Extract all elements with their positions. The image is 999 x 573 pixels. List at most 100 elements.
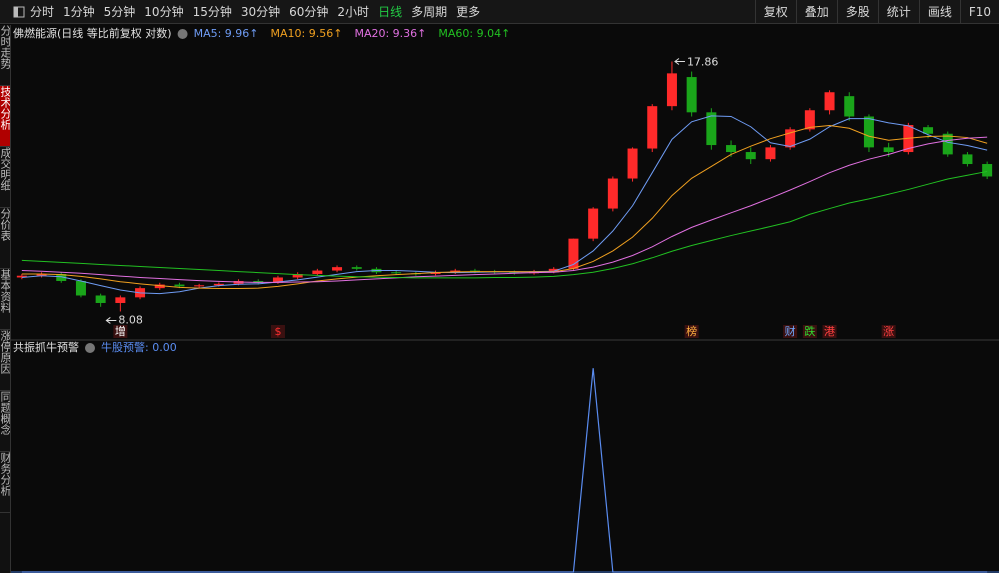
period-button[interactable]: 15分钟	[192, 5, 232, 19]
candle-body	[804, 110, 815, 130]
candle-body	[391, 272, 402, 274]
candle-body	[253, 280, 264, 283]
period-button[interactable]: 60分钟	[289, 5, 329, 19]
side-tab[interactable]: 分价表	[0, 208, 10, 269]
marker-bg	[881, 325, 896, 338]
candle-body	[351, 267, 362, 269]
candle-body	[745, 152, 756, 160]
candle-body	[863, 116, 874, 148]
tool-button[interactable]: 画线	[918, 0, 960, 23]
side-tab[interactable]: 涨停原因	[0, 330, 10, 391]
candle-body	[666, 73, 677, 107]
period-button[interactable]: 分时	[30, 5, 55, 19]
candle-body	[627, 148, 638, 179]
side-tab[interactable]: 技术分析	[0, 86, 10, 147]
candle-body	[962, 154, 973, 165]
toolbar: 分时 1分钟 5分钟 10分钟 15分钟 30分钟 60分钟 2小时 日线 多周期 更多 复权 叠加 多股…	[0, 0, 999, 24]
legend-toggle[interactable]	[177, 29, 188, 39]
high-label: 17.86	[687, 55, 719, 68]
panel-icon[interactable]	[0, 0, 30, 24]
tools: 复权 叠加 多股 统计 画线 F10	[754, 0, 999, 23]
candle-body	[568, 238, 579, 269]
candle-body	[844, 96, 855, 117]
tool-button[interactable]: F10	[959, 0, 999, 23]
candle-body	[982, 164, 993, 177]
side-tab[interactable]: 财务分析	[0, 452, 10, 513]
tool-button[interactable]: 复权	[754, 0, 796, 23]
event-marker: 财	[785, 324, 796, 338]
legend-entry: 牛股预警: 0.00	[101, 340, 177, 354]
high-arrow	[674, 58, 685, 65]
chart: 佛燃能源(日线 等比前复权 对数) MA5: 9.96↑ MA10: 9.56↑ MA…	[11, 25, 999, 573]
candle-body	[785, 129, 796, 148]
legend-entry: MA10: 9.56↑	[271, 27, 343, 40]
legend-toggle[interactable]	[85, 343, 95, 353]
low-arrow	[105, 317, 117, 324]
marker-bg	[783, 325, 798, 338]
side-tab[interactable]: 分时走势	[0, 25, 10, 86]
marker-bg	[113, 325, 128, 338]
period-button[interactable]: 多周期	[411, 5, 448, 19]
candle-body	[154, 284, 165, 289]
event-marker: 港	[824, 325, 835, 338]
period-button[interactable]: 2小时	[337, 5, 370, 19]
ma-line	[21, 136, 988, 283]
ma-line	[21, 170, 988, 279]
candle-body	[765, 147, 776, 160]
legend-entry: MA20: 9.36↑	[354, 27, 426, 40]
period-button[interactable]: 10分钟	[144, 5, 184, 19]
sidebar: 分时走势 技术分析 成交明细 分价表 基本资料 涨停原因 同题概念 财务分析	[0, 25, 11, 573]
candle-body	[509, 272, 520, 274]
candle-body	[36, 273, 47, 276]
candle-body	[607, 178, 618, 209]
candle-body	[115, 297, 126, 303]
candle-body	[883, 147, 894, 153]
side-tab[interactable]: 同题概念	[0, 391, 10, 452]
marker-bg	[822, 325, 837, 338]
candle-body	[706, 112, 717, 146]
marker-bg	[802, 325, 817, 338]
indicator-line	[21, 368, 988, 573]
event-marker: 增	[115, 324, 126, 338]
side-tab[interactable]: 基本资料	[0, 269, 10, 330]
candle-body	[923, 127, 934, 134]
candle-body	[647, 106, 658, 149]
candle-body	[824, 92, 835, 111]
candle-body	[292, 273, 303, 278]
candle-body	[75, 280, 86, 296]
candle-body	[312, 270, 323, 274]
candle-body	[548, 268, 559, 273]
chart-bg	[11, 25, 999, 573]
tool-button[interactable]: 叠加	[795, 0, 837, 23]
period-button[interactable]: 1分钟	[63, 5, 95, 19]
candle-body	[469, 270, 480, 272]
candle-body	[16, 275, 27, 278]
event-marker: 跌	[804, 324, 815, 338]
event-marker: 榜	[686, 324, 697, 338]
candle-body	[332, 267, 343, 271]
legend-entry: MA60: 9.04↑	[438, 27, 510, 40]
marker-bg	[684, 325, 699, 338]
period-button[interactable]: 30分钟	[240, 5, 281, 19]
candle-body	[213, 283, 224, 286]
tool-button[interactable]: 统计	[877, 0, 919, 23]
chart-title: 佛燃能源(日线 等比前复权 对数)	[13, 26, 172, 40]
candle-body	[726, 145, 737, 153]
candle-body	[450, 270, 461, 273]
event-marker: $	[274, 325, 281, 338]
candle-body	[95, 295, 106, 303]
tool-button[interactable]: 多股	[836, 0, 878, 23]
candle-body	[430, 272, 441, 274]
candle-body	[56, 273, 67, 281]
candle-body	[194, 285, 205, 287]
period-button[interactable]: 5分钟	[103, 5, 136, 19]
candle-body	[686, 77, 697, 113]
low-label: 8.08	[118, 313, 143, 326]
period-button[interactable]: 更多	[456, 5, 481, 19]
event-marker: 涨	[883, 325, 894, 338]
legend-entry: MA5: 9.96↑	[194, 27, 259, 40]
period-button[interactable]: 日线	[378, 5, 403, 19]
candle-body	[942, 133, 953, 155]
side-tab[interactable]: 成交明细	[0, 147, 10, 208]
